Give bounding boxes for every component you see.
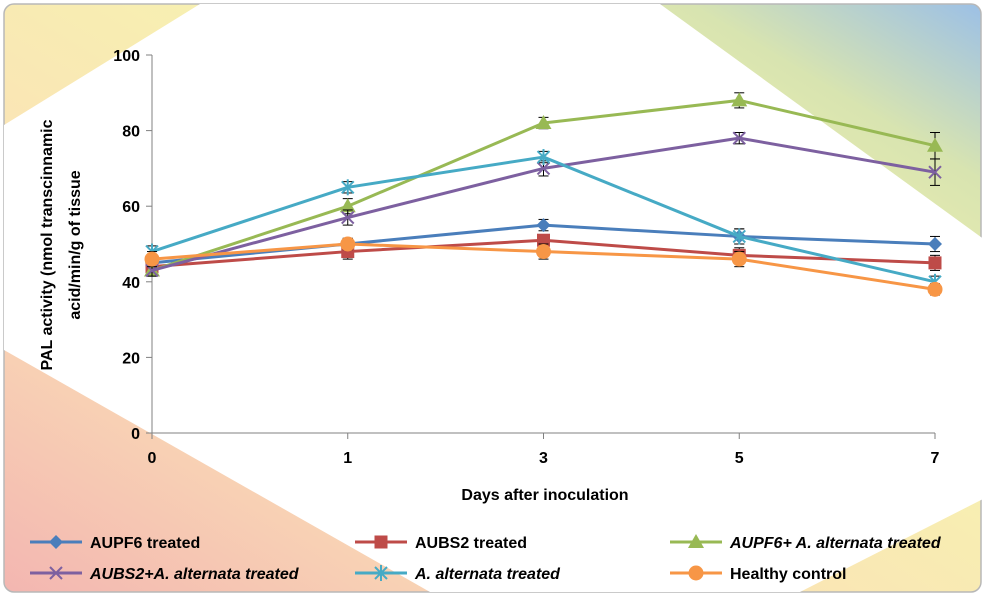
y-tick-label: 20 bbox=[122, 350, 140, 367]
legend-item-4: AUBS2+A. alternata treated bbox=[30, 566, 300, 583]
data-point bbox=[536, 244, 551, 260]
y-axis-label: PAL activity (nmol transcinnamic acid/mi… bbox=[39, 119, 84, 370]
y-axis-label-line-1: PAL activity (nmol transcinnamic bbox=[39, 119, 56, 370]
data-point bbox=[536, 149, 551, 166]
y-tick-label: 100 bbox=[113, 48, 140, 65]
data-point bbox=[928, 256, 942, 270]
x-tick-label: 0 bbox=[148, 450, 157, 467]
legend-item-2: AUBS2 treated bbox=[355, 535, 527, 552]
legend-item-1: AUPF6 treated bbox=[30, 535, 200, 552]
legend-item-5: A. alternata treated bbox=[355, 565, 561, 583]
data-point bbox=[535, 115, 552, 130]
ticks-group: 0 20 40 60 80 100 0 1 3 5 7 bbox=[113, 48, 939, 467]
data-point bbox=[339, 198, 356, 213]
y-tick-label: 80 bbox=[122, 124, 140, 141]
data-point bbox=[341, 210, 355, 225]
legend-marker bbox=[374, 565, 388, 581]
legend-marker bbox=[49, 566, 63, 580]
legend-label: Healthy control bbox=[730, 566, 846, 583]
data-point bbox=[927, 281, 943, 297]
legend-item-6: Healthy control bbox=[670, 565, 846, 583]
legend-marker bbox=[49, 535, 63, 549]
x-axis-label: Days after inoculation bbox=[461, 487, 628, 504]
legend-label: AUPF6+ A. alternata treated bbox=[729, 535, 942, 552]
series-group bbox=[144, 92, 943, 297]
legend: AUPF6 treated AUBS2 treated AUPF6+ A. alte… bbox=[30, 534, 942, 583]
legend-marker bbox=[688, 565, 704, 581]
y-tick-label: 40 bbox=[122, 275, 140, 292]
y-tick-label: 60 bbox=[122, 199, 140, 216]
x-tick-label: 5 bbox=[735, 450, 744, 467]
data-point bbox=[732, 131, 746, 145]
x-tick-label: 1 bbox=[343, 450, 352, 467]
series-4 bbox=[145, 131, 942, 278]
data-point bbox=[536, 161, 551, 176]
data-point bbox=[341, 179, 355, 196]
legend-marker bbox=[688, 534, 704, 548]
legend-label: A. alternata treated bbox=[414, 566, 561, 583]
data-point bbox=[536, 218, 551, 233]
data-point bbox=[537, 233, 550, 247]
x-tick-label: 3 bbox=[539, 450, 548, 467]
y-axis-label-line-2: acid/min/g of tissue bbox=[67, 170, 84, 319]
data-point bbox=[731, 251, 747, 267]
legend-label: AUPF6 treated bbox=[90, 535, 200, 552]
data-point bbox=[731, 92, 748, 107]
data-point bbox=[144, 251, 160, 267]
data-point bbox=[340, 236, 356, 252]
legend-label: AUBS2+A. alternata treated bbox=[89, 566, 300, 583]
data-point bbox=[927, 137, 943, 152]
background-white-band bbox=[4, 4, 985, 592]
data-point bbox=[928, 237, 942, 251]
x-tick-label: 7 bbox=[931, 450, 940, 467]
data-point bbox=[928, 165, 942, 179]
legend-item-3: AUPF6+ A. alternata treated bbox=[670, 534, 942, 552]
legend-marker bbox=[374, 535, 388, 549]
data-point bbox=[732, 228, 746, 245]
y-tick-label: 0 bbox=[131, 426, 140, 443]
series-6 bbox=[144, 236, 943, 297]
legend-label: AUBS2 treated bbox=[415, 535, 527, 552]
